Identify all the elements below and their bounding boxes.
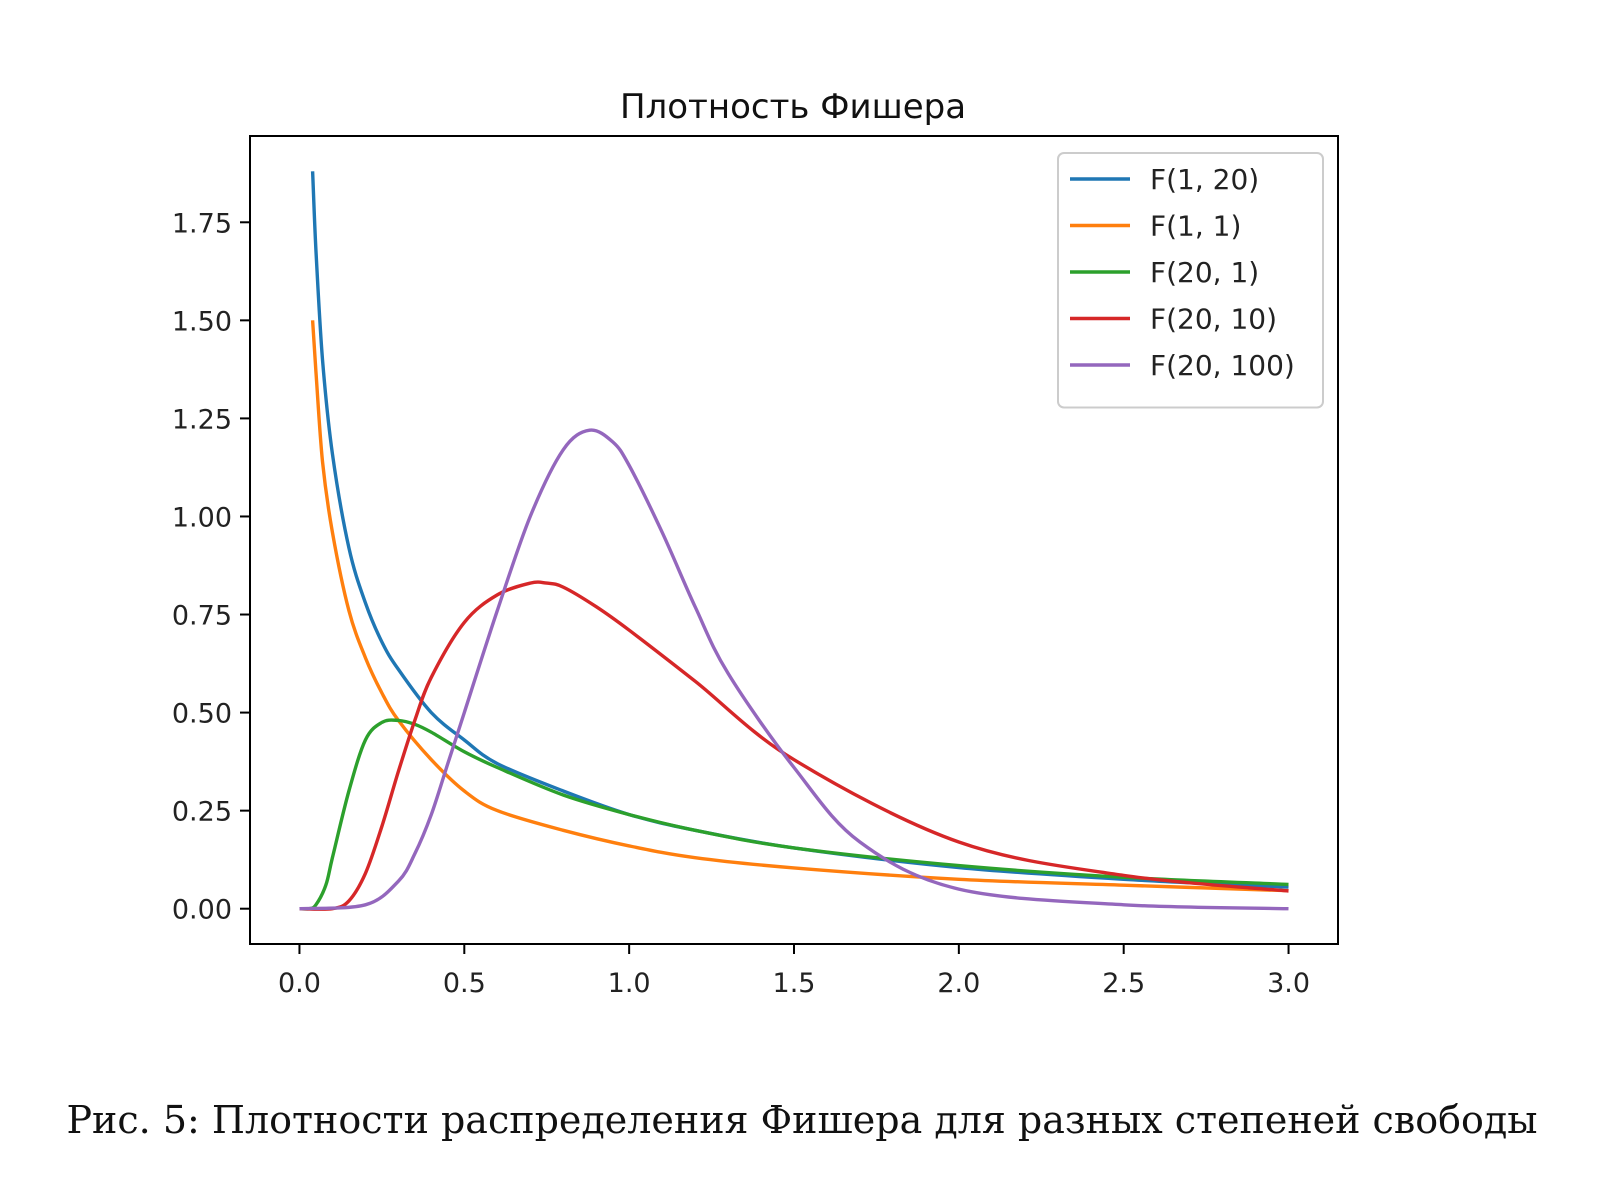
x-tick-label: 1.0 xyxy=(608,968,651,999)
y-tick-label: 0.25 xyxy=(172,797,232,828)
y-tick-label: 1.00 xyxy=(172,502,232,533)
x-axis: 0.0 0.5 1.0 1.5 2.0 2.5 3.0 xyxy=(278,944,1310,999)
legend-label: F(1, 1) xyxy=(1150,210,1241,243)
x-tick-label: 1.5 xyxy=(773,968,816,999)
legend-label: F(1, 20) xyxy=(1150,163,1259,196)
x-tick-label: 3.0 xyxy=(1267,968,1310,999)
x-tick-label: 2.5 xyxy=(1102,968,1145,999)
legend-box xyxy=(1057,152,1324,409)
y-tick-label: 0.50 xyxy=(172,699,232,730)
plot-area xyxy=(299,171,1289,911)
y-tick-label: 1.25 xyxy=(172,404,232,435)
y-axis: 0.00 0.25 0.50 0.75 1.00 1.25 1.50 1.75 xyxy=(172,208,250,926)
legend-label: F(20, 100) xyxy=(1150,349,1295,382)
series-line-1 xyxy=(310,320,1289,893)
series-line-3 xyxy=(299,580,1289,911)
legend-label: F(20, 1) xyxy=(1150,256,1259,289)
x-tick-label: 2.0 xyxy=(937,968,980,999)
series-line-4 xyxy=(299,428,1289,911)
legend-label: F(20, 10) xyxy=(1150,303,1277,336)
legend: F(1, 20) F(1, 1) F(20, 1) F(20, 10) F(20, 10… xyxy=(1057,152,1324,409)
y-tick-label: 0.75 xyxy=(172,601,232,632)
y-tick-label: 1.50 xyxy=(172,306,232,337)
series-line-2 xyxy=(299,718,1289,911)
y-tick-label: 0.00 xyxy=(172,895,232,926)
figure-caption: Рис. 5: Плотности распределения Фишера д… xyxy=(66,1098,1538,1142)
x-tick-label: 0.0 xyxy=(278,968,321,999)
x-tick-label: 0.5 xyxy=(443,968,486,999)
chart-title: Плотность Фишера xyxy=(620,87,966,127)
y-tick-label: 1.75 xyxy=(172,208,232,239)
